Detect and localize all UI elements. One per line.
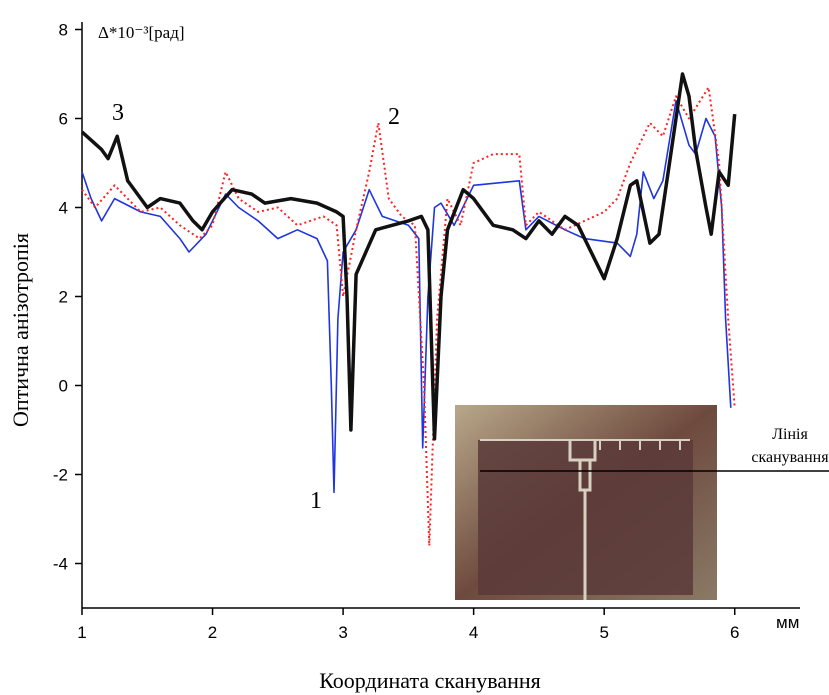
x-axis-label: Координата сканування <box>319 668 541 693</box>
series-annotation: 2 <box>388 104 400 130</box>
y-tick-label: 8 <box>59 21 68 40</box>
y-tick-label: 0 <box>59 377 68 396</box>
inset-photo <box>455 405 717 600</box>
x-tick-label: 5 <box>599 623 608 642</box>
y-tick-label: 4 <box>59 199 68 218</box>
x-tick-label: 6 <box>730 623 739 642</box>
series-line <box>81 99 732 494</box>
y-tick-label: 2 <box>59 288 68 307</box>
series-annotation: 3 <box>112 100 124 126</box>
x-tick-label: 1 <box>77 623 86 642</box>
inset-label: Лінія <box>772 426 808 443</box>
x-tick-label: 3 <box>338 623 347 642</box>
x-tick-label: 4 <box>469 623 478 642</box>
y-tick-label: 6 <box>59 110 68 129</box>
x-tick-label: 2 <box>208 623 217 642</box>
x-unit: мм <box>776 613 799 632</box>
y-unit: Δ*10⁻³[рад] <box>98 23 185 42</box>
series-annotation: 1 <box>310 488 322 514</box>
y-tick-label: -2 <box>53 466 68 485</box>
y-tick-label: -4 <box>53 555 68 574</box>
series-line <box>80 72 737 441</box>
inset-label: сканування <box>751 449 829 466</box>
y-axis-label: Оптична анізотропія <box>8 233 33 427</box>
